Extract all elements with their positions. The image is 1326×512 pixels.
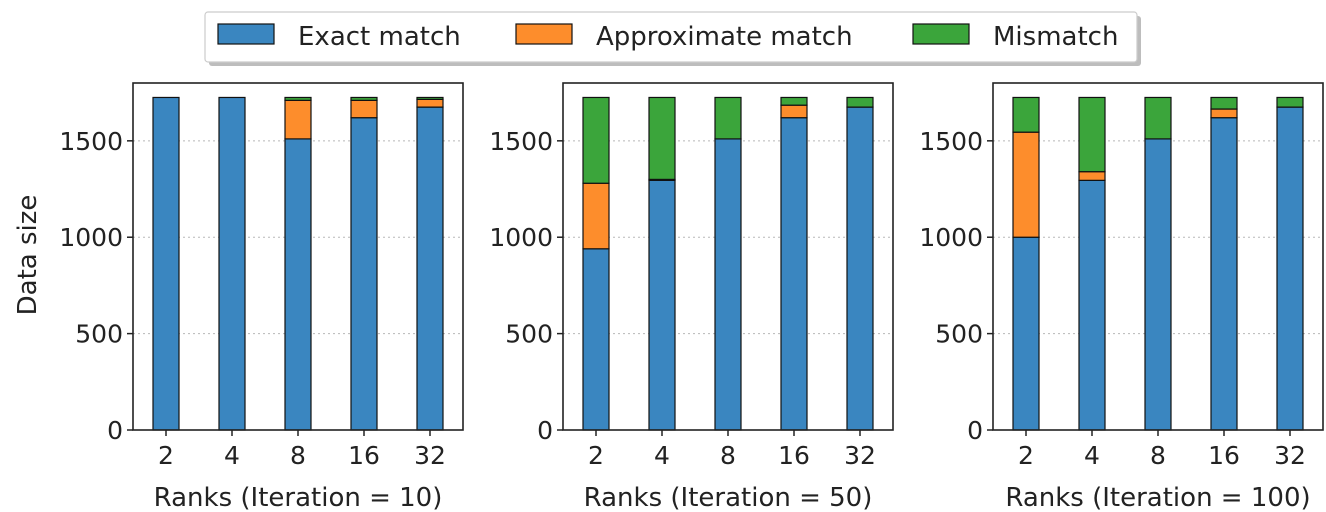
y-tick-label: 1000 [59,223,123,252]
plot-frame [562,82,894,431]
y-tick-label: 1500 [59,127,123,156]
y-tick-label: 1500 [919,127,983,156]
x-tick-label: 16 [778,441,810,470]
legend-swatch-exact-match [217,23,275,45]
bar-exact-match-rank-4 [218,96,246,431]
x-tick-label: 16 [1208,441,1240,470]
panel-1: 2 4 8 16 32 0 500 1000 1500 Ranks (Iteration = 10… [59,82,464,512]
legend: Exact match Approximate match Mismatch [204,11,1141,66]
bar-exact-match-rank-2 [582,248,610,431]
bar-approximate-match-rank-16 [1210,108,1238,119]
y-tick-label: 500 [505,320,553,349]
plot-frame [132,82,464,431]
bar-exact-match-rank-2 [1012,236,1040,431]
bar-exact-match-rank-8 [1144,138,1172,431]
bar-approximate-match-rank-2 [1012,131,1040,238]
y-tick-label: 0 [537,416,553,445]
y-tick-label: 1500 [489,127,553,156]
bar-mismatch-rank-16 [350,96,378,101]
bar-mismatch-rank-4 [648,96,676,180]
bar-mismatch-rank-16 [780,96,808,106]
y-tick-label: 1000 [919,223,983,252]
bar-mismatch-rank-2 [1012,96,1040,133]
x-axis-label: Ranks (Iteration = 10) [154,483,443,512]
bar-mismatch-rank-32 [416,96,444,100]
bar-approximate-match-rank-16 [780,104,808,119]
x-tick-label: 8 [1150,441,1166,470]
x-tick-label: 32 [414,441,446,470]
bar-mismatch-rank-8 [284,96,312,101]
y-tick-label: 500 [935,320,983,349]
y-tick-label: 500 [75,320,123,349]
bar-mismatch-rank-8 [714,96,742,140]
x-tick-label: 2 [158,441,174,470]
bar-exact-match-rank-4 [648,179,676,431]
bar-mismatch-rank-8 [1144,96,1172,140]
bar-exact-match-rank-8 [284,138,312,431]
x-tick-label: 4 [224,441,240,470]
y-tick-label: 1000 [489,223,553,252]
bar-exact-match-rank-8 [714,138,742,431]
y-tick-label: 0 [967,416,983,445]
x-tick-label: 32 [844,441,876,470]
x-tick-label: 8 [290,441,306,470]
x-tick-label: 32 [1274,441,1306,470]
bar-approximate-match-rank-4 [1078,171,1106,181]
bar-exact-match-rank-16 [780,117,808,431]
x-tick-label: 8 [720,441,736,470]
x-axis-label: Ranks (Iteration = 50) [584,483,873,512]
legend-label-exact-match: Exact match [298,22,461,52]
bar-exact-match-rank-32 [416,106,444,431]
legend-label-approximate-match: Approximate match [596,22,853,52]
bar-mismatch-rank-32 [1276,96,1304,108]
x-tick-label: 2 [588,441,604,470]
x-tick-label: 2 [1018,441,1034,470]
bar-exact-match-rank-32 [846,106,874,431]
chart-panels: 2 4 8 16 32 0 500 1000 1500 Ranks (Iteration = 10… [59,82,1324,512]
y-axis-label: Data size [13,195,43,316]
bar-exact-match-rank-2 [152,96,180,431]
legend-swatch-mismatch [912,23,970,45]
x-tick-label: 16 [348,441,380,470]
bar-mismatch-rank-4 [1078,96,1106,173]
y-tick-label: 0 [107,416,123,445]
bar-exact-match-rank-16 [350,117,378,431]
legend-swatch-approximate-match [515,23,573,45]
bar-approximate-match-rank-2 [582,182,610,250]
plot-frame [992,82,1324,431]
bar-exact-match-rank-16 [1210,117,1238,431]
legend-label-mismatch: Mismatch [993,22,1118,52]
x-tick-label: 4 [1084,441,1100,470]
panel-3: 2 4 8 16 32 0 500 1000 1500 Ranks (Iteration = 10… [919,82,1324,512]
bar-approximate-match-rank-16 [350,99,378,119]
bar-approximate-match-rank-32 [416,98,444,108]
panel-2: 2 4 8 16 32 0 500 1000 1500 Ranks (Iteration = 50… [489,82,894,512]
bar-approximate-match-rank-8 [284,99,312,140]
bar-mismatch-rank-2 [582,96,610,184]
x-axis-label: Ranks (Iteration = 100) [1005,483,1310,512]
x-tick-label: 4 [654,441,670,470]
bar-mismatch-rank-16 [1210,96,1238,110]
bar-mismatch-rank-32 [846,96,874,108]
legend-frame [204,11,1138,63]
bar-exact-match-rank-4 [1078,179,1106,431]
bar-exact-match-rank-32 [1276,106,1304,431]
